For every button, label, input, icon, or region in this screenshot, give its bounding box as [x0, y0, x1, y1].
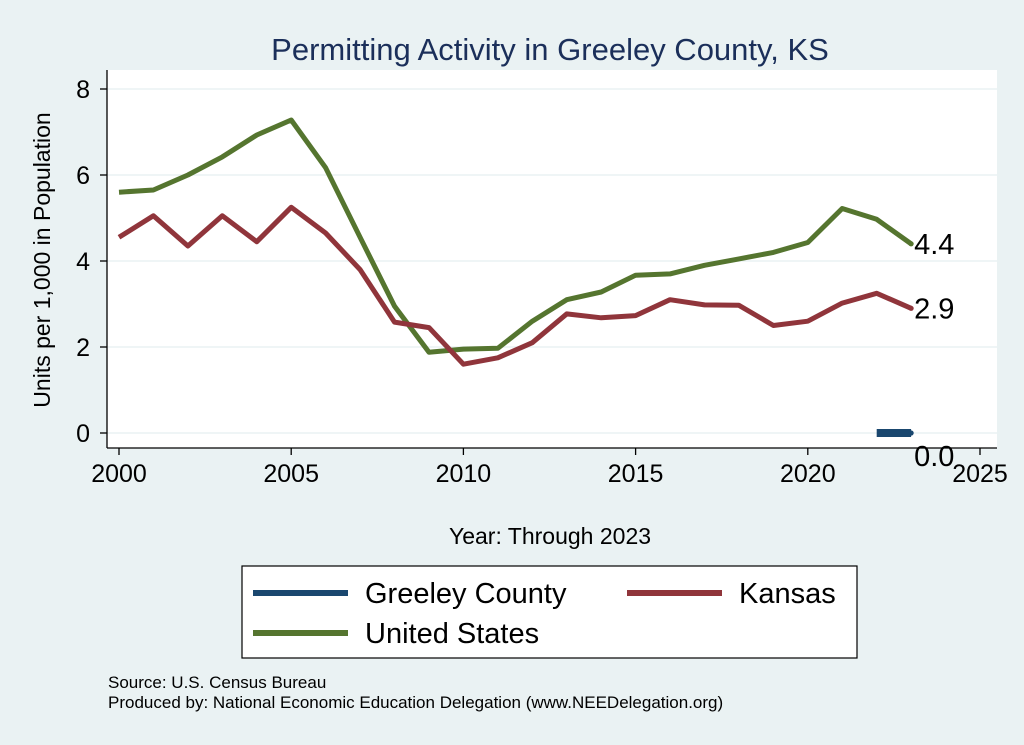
end-point-kansas	[908, 305, 914, 311]
series-line-kansas	[117, 204, 913, 367]
series-lines	[117, 117, 914, 437]
x-tick-label-2000: 2000	[91, 460, 147, 488]
legend-label-united-states: United States	[365, 618, 539, 650]
produced-by-note: Produced by: National Economic Education…	[108, 693, 723, 712]
x-tick-label-2025: 2025	[952, 460, 1008, 488]
y-tick-label-2: 2	[76, 334, 90, 362]
chart-title: Permitting Activity in Greeley County, K…	[271, 32, 829, 67]
series-line-united-states	[118, 117, 913, 355]
x-axis-title: Year: Through 2023	[449, 523, 651, 549]
x-tick-label-2005: 2005	[263, 460, 319, 488]
legend-label-kansas: Kansas	[739, 578, 836, 610]
legend-label-greeley-county: Greeley County	[365, 578, 567, 610]
axes: 0 2 4 6 8 2000 2005 2010 2015 2020 2025	[76, 70, 1008, 488]
end-point-greeley-county	[908, 430, 914, 436]
y-tick-label-0: 0	[76, 420, 90, 448]
y-tick-label-8: 8	[76, 76, 90, 104]
source-note: Source: U.S. Census Bureau	[108, 673, 326, 692]
x-tick-label-2015: 2015	[608, 460, 664, 488]
end-point-united-states	[908, 241, 914, 247]
end-label-united-states: 4.4	[914, 229, 954, 261]
x-tick-label-2010: 2010	[436, 460, 492, 488]
gridlines	[107, 88, 997, 434]
y-axis-title: Units per 1,000 in Population	[29, 112, 55, 407]
x-tick-label-2020: 2020	[780, 460, 836, 488]
end-label-kansas: 2.9	[914, 293, 954, 325]
end-labels: 4.4 2.9 0.0	[914, 229, 954, 473]
plot-area	[107, 70, 997, 448]
legend-box	[241, 565, 858, 659]
y-tick-label-6: 6	[76, 162, 90, 190]
y-tick-label-4: 4	[76, 248, 90, 276]
end-label-greeley-county: 0.0	[914, 441, 954, 473]
legend: Greeley County Kansas United States	[241, 565, 858, 659]
